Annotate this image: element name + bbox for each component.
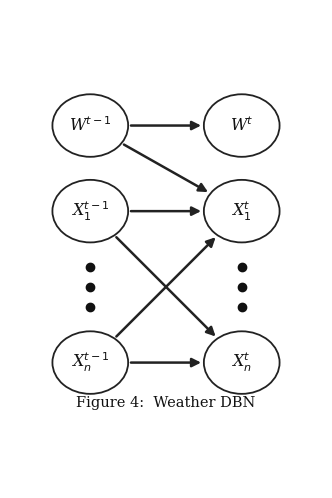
Text: W$^{t-1}$: W$^{t-1}$ xyxy=(69,116,112,135)
Ellipse shape xyxy=(52,180,128,243)
Ellipse shape xyxy=(204,180,280,243)
Text: X$_1^{t}$: X$_1^{t}$ xyxy=(231,200,252,223)
Text: X$_n^{t}$: X$_n^{t}$ xyxy=(231,351,252,374)
Text: X$_1^{t-1}$: X$_1^{t-1}$ xyxy=(71,200,110,223)
Text: W$^{t}$: W$^{t}$ xyxy=(230,116,253,135)
Ellipse shape xyxy=(204,331,280,394)
Text: X$_n^{t-1}$: X$_n^{t-1}$ xyxy=(71,351,110,374)
Ellipse shape xyxy=(52,331,128,394)
Text: Figure 4:  Weather DBN: Figure 4: Weather DBN xyxy=(76,396,256,410)
Ellipse shape xyxy=(204,94,280,157)
Ellipse shape xyxy=(52,94,128,157)
